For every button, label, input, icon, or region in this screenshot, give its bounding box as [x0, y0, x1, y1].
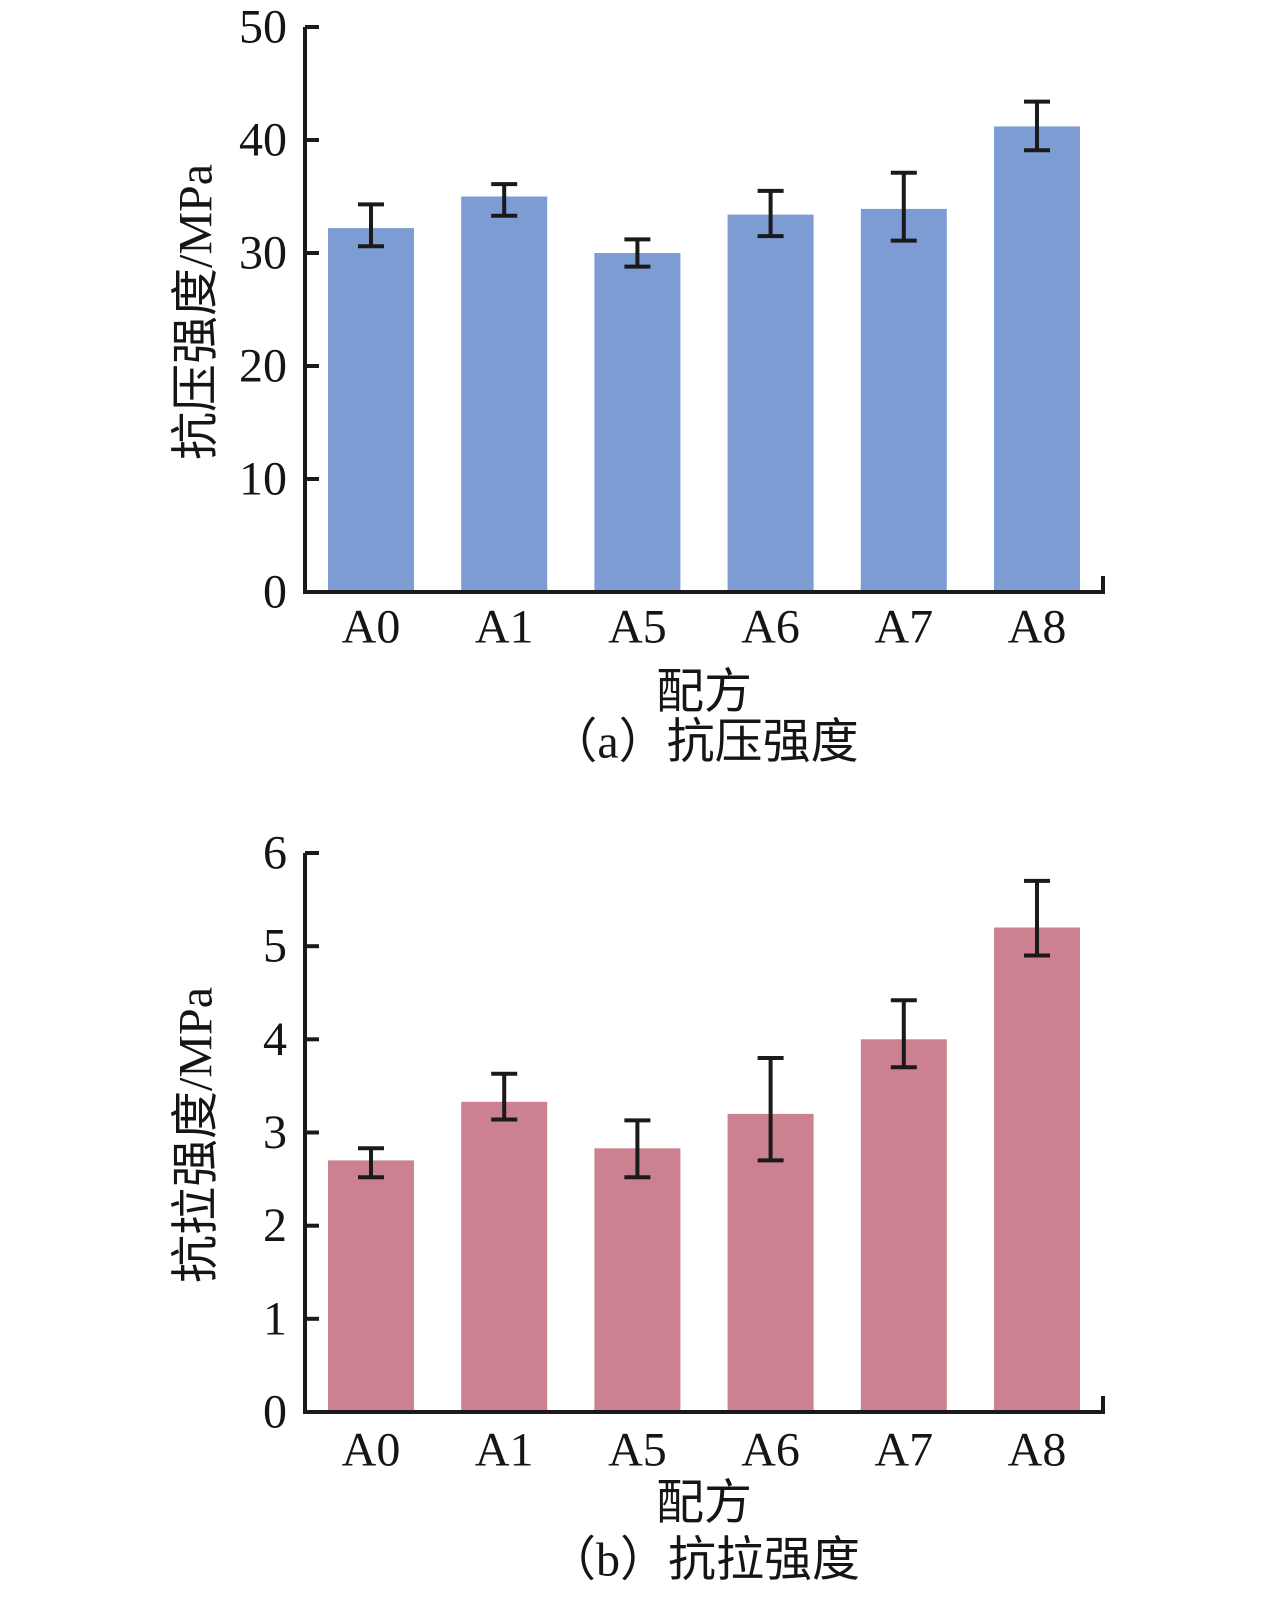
chart-panel-tensile-strength: 0 1 2 3 4 5 6 A0 A1 A5 A6 A7 A8 配方（b）抗拉强度 抗拉强度/MPa: [170, 827, 1105, 1587]
y-tick-label: 50: [239, 1, 287, 54]
x-tick-label-a8: A8: [1008, 601, 1067, 654]
bar-a8: [994, 927, 1080, 1412]
x-tick-label-a6: A6: [741, 1424, 800, 1477]
x-axis-title: 配方: [656, 1477, 752, 1530]
x-axis-title: 配方: [656, 666, 752, 719]
chart-panel-compressive-strength: 0 10 20 30 40 50 A0 A1 A5 A6 A7 A8 配方（a）抗压强度 抗压强度/MPa: [170, 1, 1105, 769]
error-bar-a5: [624, 237, 651, 269]
error-bar-a1: [491, 1071, 518, 1122]
bar-a8: [994, 126, 1080, 593]
x-tick-label-a0: A0: [342, 601, 401, 654]
error-bar-a6: [757, 188, 784, 239]
x-tick-label-a0: A0: [342, 1424, 401, 1477]
bar-a5: [594, 1148, 681, 1412]
y-tick-label: 20: [239, 340, 287, 393]
bar-a1: [461, 196, 548, 592]
y-axis-title: 抗压强度/MPa: [170, 164, 223, 460]
panel-caption: （b）抗拉强度: [548, 1534, 860, 1587]
error-bar-a8: [1024, 99, 1050, 153]
x-tick-label-a1: A1: [475, 601, 534, 654]
bar-a5: [594, 253, 681, 592]
bar-a7: [860, 208, 947, 592]
bar-a1: [461, 1101, 548, 1412]
y-tick-label: 5: [263, 920, 287, 973]
y-tick-label: 0: [263, 1386, 287, 1439]
y-tick-label: 0: [263, 566, 287, 619]
error-bar-a7: [890, 170, 917, 243]
x-tick-label-a5: A5: [608, 601, 667, 654]
y-tick-label: 4: [263, 1013, 287, 1066]
error-bar-a5: [624, 1118, 651, 1180]
axes: [303, 853, 1105, 1414]
x-tick-label-a7: A7: [874, 1424, 933, 1477]
x-tick-label-a7: A7: [874, 601, 933, 654]
x-tick-label-a1: A1: [475, 1424, 534, 1477]
bar-a0: [328, 228, 414, 592]
x-tick-label-a5: A5: [608, 1424, 667, 1477]
error-bar-a6: [757, 1056, 784, 1163]
y-tick-label: 1: [263, 1292, 287, 1345]
bar-a7: [860, 1039, 947, 1412]
panel-caption: （a）抗压强度: [549, 716, 858, 769]
y-tick-label: 30: [239, 227, 287, 280]
error-bar-a0: [358, 202, 384, 249]
error-bar-a0: [358, 1146, 384, 1180]
y-axis-title: 抗拉强度/MPa: [170, 987, 223, 1283]
axes: [303, 27, 1105, 594]
y-tick-label: 6: [263, 827, 287, 880]
y-tick-label: 40: [239, 114, 287, 167]
error-bar-a7: [890, 998, 917, 1070]
y-tick-label: 2: [263, 1199, 287, 1252]
bar-a6: [727, 214, 814, 592]
bar-a6: [727, 1113, 814, 1412]
x-tick-label-a8: A8: [1008, 1424, 1067, 1477]
y-tick-label: 10: [239, 453, 287, 506]
y-tick-label: 3: [263, 1106, 287, 1159]
error-bar-a1: [491, 182, 518, 218]
error-bar-a8: [1024, 878, 1050, 958]
bar-a0: [328, 1160, 414, 1412]
x-tick-label-a6: A6: [741, 601, 800, 654]
